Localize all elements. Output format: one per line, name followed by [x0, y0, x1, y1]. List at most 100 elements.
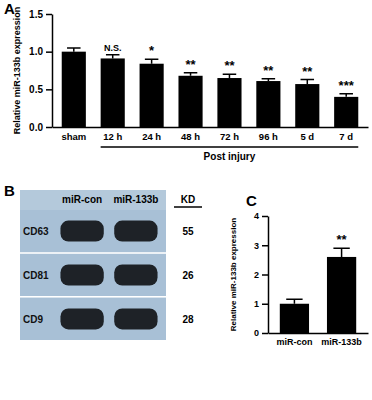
y-tick-label: 4	[254, 211, 259, 221]
error-bar	[333, 248, 349, 257]
y-tick-label: 1.0	[29, 46, 43, 57]
kd-value: 28	[182, 314, 194, 325]
group-bracket	[101, 146, 359, 148]
y-axis-line	[52, 15, 54, 128]
row-label: CD63	[23, 226, 49, 237]
blot-band	[114, 221, 157, 242]
error-bar	[286, 299, 302, 303]
x-tick: miR-con	[276, 337, 312, 347]
annotation: **	[224, 58, 235, 73]
y-tick: 1.0	[29, 46, 52, 57]
blot-band	[114, 308, 157, 329]
x-tick: 24 h	[142, 131, 161, 142]
x-tick-label: 7 d	[339, 131, 353, 142]
x-tick: 72 h	[220, 131, 239, 142]
annotation: N.S.	[104, 43, 122, 53]
bar	[62, 52, 86, 127]
y-axis-title: Relative miR-133b expression	[229, 218, 238, 331]
x-tick-label: 72 h	[220, 131, 239, 142]
x-tick-label: 5 d	[300, 131, 314, 142]
error-bar	[339, 94, 353, 97]
blot-band	[60, 308, 103, 329]
x-tick-label: sham	[61, 131, 86, 142]
figure: AN.S.************0.00.51.01.5sham12 h24 …	[0, 0, 372, 400]
lane-label: miR-con	[62, 194, 102, 205]
error-bar	[223, 74, 237, 78]
y-tick-mark	[262, 333, 268, 335]
x-tick-label: 24 h	[142, 131, 161, 142]
strip-separator	[20, 296, 166, 298]
lane-label: miR-133b	[113, 194, 158, 205]
x-tick: 96 h	[259, 131, 278, 142]
bar	[295, 84, 319, 127]
panel-label: C	[246, 192, 257, 209]
annotation: **	[302, 64, 313, 79]
group-label: Post injury	[204, 151, 256, 162]
error-bar	[184, 73, 198, 76]
annotation: **	[337, 232, 348, 247]
kd-underline	[174, 206, 202, 208]
row-label: CD81	[23, 270, 49, 281]
y-tick-mark	[46, 51, 52, 53]
y-tick: 1	[254, 299, 268, 309]
y-tick-mark	[46, 89, 52, 91]
bar	[327, 257, 356, 333]
bar	[140, 64, 164, 127]
y-tick-mark	[46, 14, 52, 16]
annotation: **	[185, 57, 196, 72]
y-tick-label: 1	[254, 299, 259, 309]
x-axis: miR-con miR-133b	[269, 334, 369, 348]
blot-band	[60, 221, 103, 242]
y-tick: 0.0	[29, 122, 52, 133]
plot-area	[280, 248, 356, 333]
y-axis: 0.0 0.5 1.0 1.5	[29, 9, 52, 133]
y-tick-label: 1.5	[29, 9, 43, 20]
error-bar	[262, 79, 276, 81]
y-tick-mark	[262, 245, 268, 247]
error-bar	[67, 48, 81, 52]
y-tick: 1.5	[29, 9, 52, 20]
error-bar	[106, 55, 120, 59]
x-tick: 12 h	[103, 131, 122, 142]
y-tick: 4	[254, 211, 268, 221]
blot-strip	[20, 298, 166, 340]
x-tick: miR-133b	[321, 337, 362, 347]
x-axis-line	[269, 333, 369, 335]
y-tick-mark	[262, 304, 268, 306]
y-tick-label: 0.5	[29, 84, 43, 95]
x-tick: 48 h	[181, 131, 200, 142]
bar	[280, 304, 309, 333]
bar	[334, 97, 358, 127]
y-axis: 0 1 2 3 4	[254, 211, 269, 338]
plot-area	[62, 48, 359, 127]
y-tick-label: 2	[254, 270, 259, 280]
blot-frame	[20, 190, 166, 340]
y-tick: 3	[254, 241, 268, 251]
y-tick-label: 0	[254, 328, 259, 338]
x-tick: 7 d	[339, 131, 353, 142]
x-tick-label: miR-133b	[321, 337, 362, 347]
y-axis-title: Relative miR-133b expression	[12, 7, 22, 135]
row-label: CD9	[23, 314, 43, 325]
y-tick: 0.5	[29, 84, 52, 95]
bar	[178, 76, 202, 127]
y-tick-mark	[46, 127, 52, 129]
annotation: *	[149, 43, 155, 58]
y-tick-label: 3	[254, 241, 259, 251]
y-tick-mark	[262, 216, 268, 218]
annotation: **	[263, 63, 274, 78]
bar	[217, 78, 241, 127]
kd-value: 26	[182, 270, 194, 281]
annotation: ***	[339, 78, 355, 93]
y-tick-mark	[262, 274, 268, 276]
x-tick-label: miR-con	[276, 337, 312, 347]
x-tick: 5 d	[300, 131, 314, 142]
bar	[256, 81, 280, 127]
blot-strip	[20, 254, 166, 296]
error-bar	[145, 59, 159, 64]
kd-header: KD	[181, 194, 195, 205]
strip-separator	[20, 252, 166, 254]
x-tick-label: 96 h	[259, 131, 278, 142]
y-tick: 0	[254, 328, 268, 338]
x-tick: sham	[61, 131, 86, 142]
